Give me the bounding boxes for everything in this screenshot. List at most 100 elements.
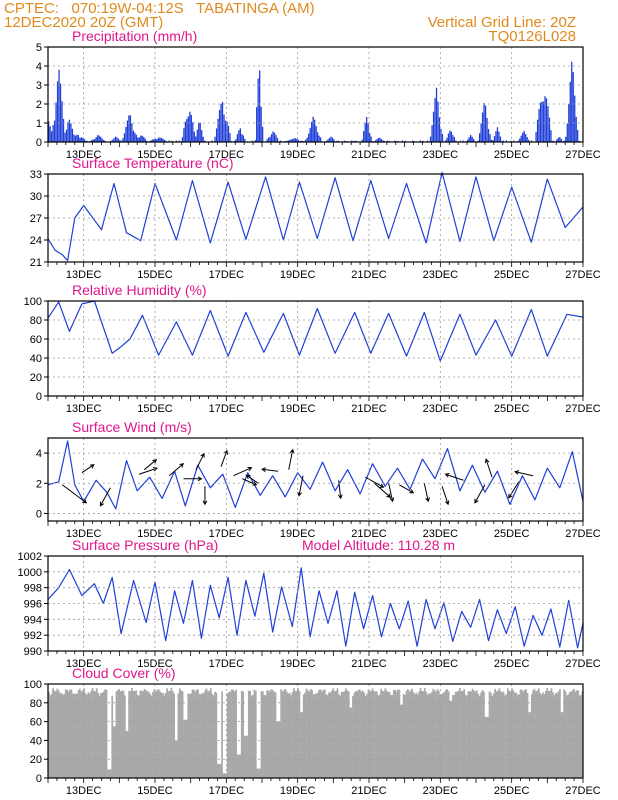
cloud-bar <box>470 691 473 778</box>
cloud-bar <box>150 695 153 778</box>
cloud-bar <box>149 694 152 778</box>
x-tick-label: 21DEC <box>351 658 387 670</box>
panel-1: 0 1 2 3 4 5 13DEC 15DEC 17DEC 19DEC 21DEC 23DEC 25DE… <box>36 28 601 161</box>
precip-bar <box>560 139 562 142</box>
cloud-bar <box>530 694 533 778</box>
y-tick-label: 1 <box>36 118 42 130</box>
y-tick-label: 30 <box>30 191 42 203</box>
panel-5: 990 992 994 996 998 1000 1002 13DEC 15DEC 17DEC 19… <box>18 537 601 670</box>
precip-bar <box>513 140 515 142</box>
precip-bar <box>251 140 253 142</box>
cloud-bar <box>221 691 223 778</box>
cloud-bar <box>340 691 343 778</box>
precip-bar <box>262 126 264 142</box>
precip-bar <box>238 130 240 142</box>
precip-bar <box>429 136 432 142</box>
precip-bar <box>201 130 203 142</box>
wind-arrow <box>99 487 111 507</box>
precip-bar <box>575 116 577 142</box>
precip-bar <box>450 131 453 142</box>
cloud-bar <box>48 691 50 778</box>
cloud-bar <box>456 691 458 778</box>
precip-bar <box>297 139 299 142</box>
wind-arrow <box>202 486 208 506</box>
cloud-bar <box>111 695 114 778</box>
precip-bar <box>559 136 561 142</box>
cloud-bar <box>152 691 154 778</box>
precip-bar <box>49 126 51 142</box>
cloud-bar <box>62 694 64 778</box>
y-tick-label: 992 <box>24 630 42 642</box>
cloud-bar <box>193 689 195 778</box>
wind-arrow <box>288 448 295 470</box>
cloud-bar <box>187 693 190 778</box>
precip-bar <box>327 139 329 142</box>
precip-bar <box>572 72 574 142</box>
cloud-bar <box>421 690 423 778</box>
cloud-bar <box>336 688 339 778</box>
precip-bar <box>68 119 71 142</box>
precip-bar <box>217 118 219 142</box>
precip-bar <box>319 137 322 142</box>
precip-bar <box>125 126 127 142</box>
precip-bar <box>67 122 69 142</box>
cloud-bar <box>360 691 363 778</box>
y-tick-label: 994 <box>24 614 42 626</box>
cloud-bar <box>271 689 274 778</box>
cloud-bar <box>59 693 61 778</box>
cloud-bar <box>563 689 565 778</box>
precip-bar <box>557 137 560 142</box>
x-tick-label: 19DEC <box>280 149 316 161</box>
cloud-bar <box>554 693 557 778</box>
precip-bar <box>132 130 134 142</box>
x-tick-label: 19DEC <box>280 403 316 415</box>
precip-bar <box>202 136 204 142</box>
wind-arrow <box>484 458 493 478</box>
cloud-bar <box>466 695 468 778</box>
cloud-bar <box>228 691 230 778</box>
y-tick-label: 21 <box>30 257 42 269</box>
cloud-bar <box>354 690 357 778</box>
cloud-bar <box>378 694 381 778</box>
precip-bar <box>490 139 493 142</box>
header-run-time: 12DEC2020 20Z (GMT) <box>4 14 164 31</box>
cloud-bar <box>170 687 173 778</box>
cloud-bar <box>349 707 351 778</box>
x-tick-label: 27DEC <box>565 149 601 161</box>
cloud-bar <box>76 694 78 778</box>
cloud-bar <box>136 694 139 778</box>
cloud-bar <box>146 691 149 778</box>
cloud-bar <box>544 691 547 778</box>
precip-bar <box>110 140 112 142</box>
cloud-bar <box>512 690 515 778</box>
cloud-bar <box>245 735 247 778</box>
y-tick-label: 5 <box>36 42 42 54</box>
cloud-bar <box>109 769 112 778</box>
precip-bar <box>156 139 158 142</box>
cloud-bar <box>422 691 425 778</box>
precip-bar <box>196 129 198 142</box>
cloud-bar <box>402 693 405 778</box>
precip-bar <box>199 122 201 142</box>
y-tick-label: 0 <box>36 773 42 785</box>
precip-bar <box>144 138 146 142</box>
cloud-bar <box>142 691 145 778</box>
precip-bar <box>496 127 499 142</box>
precip-bar <box>218 109 221 142</box>
cloud-bar <box>347 691 350 778</box>
precip-bar <box>308 133 310 142</box>
y-tick-label: 80 <box>30 698 42 710</box>
precip-bar <box>480 123 482 142</box>
precip-bar <box>184 121 187 142</box>
cloud-bar <box>338 694 340 778</box>
cloud-bar <box>546 687 549 778</box>
cloud-bar <box>352 695 354 778</box>
cloud-bar <box>171 691 174 778</box>
cloud-bar <box>491 695 494 778</box>
precip-bar <box>337 140 340 142</box>
cloud-bar <box>207 691 209 778</box>
x-tick-label: 19DEC <box>280 658 316 670</box>
cloud-bar <box>80 691 83 778</box>
cloud-bar <box>483 691 485 778</box>
cloud-bar <box>481 690 484 778</box>
